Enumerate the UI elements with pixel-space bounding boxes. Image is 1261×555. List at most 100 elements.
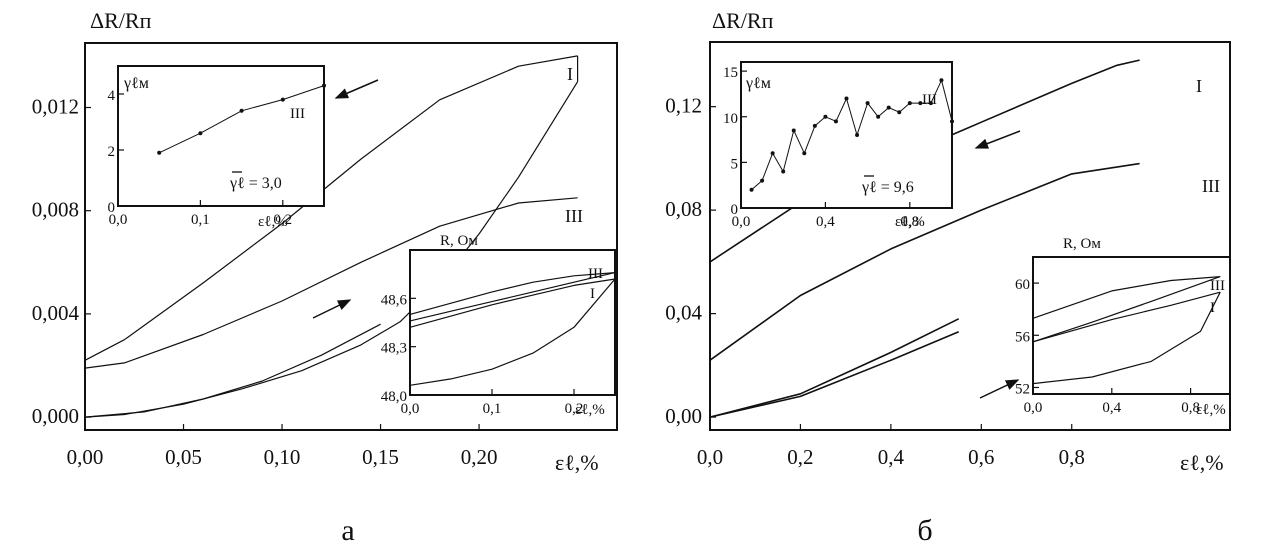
panel-a-x-tick-label: 0,10 (264, 445, 301, 469)
panel-b-main-series-I-0 (709, 318, 960, 418)
panel-a-inset-gamma-label-III: III (290, 106, 305, 122)
panel-a-r-x-tick-label: 0,1 (483, 401, 502, 417)
panel-b-r-y-tick-label: 52 (1015, 381, 1030, 397)
panel-b-gamma-point (918, 101, 923, 106)
panel-a-gamma-point (198, 131, 203, 136)
panel-a-main-series-III-3 (84, 323, 381, 418)
panel-b-gamma-point (844, 96, 849, 101)
panel-a-y-tick-label: 0,012 (32, 95, 79, 119)
panel-a-r-y-tick-label: 48,3 (381, 341, 407, 357)
panel-a-y-tick-label: 0,004 (32, 301, 80, 325)
panel-a-arrow-upper (334, 79, 379, 99)
panel-b-gamma-point (812, 123, 817, 128)
panel-a-gamma-y-tick-label: 2 (108, 144, 116, 160)
panel-b-gamma-y-tick-label: 0 (731, 202, 739, 218)
panel-a-r-series-III-2 (409, 272, 616, 322)
panel-a-inset-gamma-annotation: γℓ = 3,0 (229, 175, 282, 192)
panel-a-inset-gamma-plot: 0,0 0,1 0,2 0 2 4 (108, 83, 326, 228)
panel-a-y-tick-label: 0,000 (32, 404, 79, 428)
panel-a-y-axis-label: ΔR/Rп (90, 8, 152, 33)
panel-b-x-tick-label: 0,2 (787, 445, 813, 469)
panel-b-y-axis-label: ΔR/Rп (712, 8, 774, 33)
panel-b-inset-gamma-frame (740, 61, 953, 209)
panel-b-gamma-point (865, 101, 870, 106)
panel-b-inset-gamma-annotation: γℓ = 9,6 (861, 179, 914, 196)
panel-a-r-series-I-0 (409, 278, 616, 386)
panel-b-gamma-point (760, 178, 765, 183)
panel-b-gamma-point (791, 128, 796, 133)
panel-a-gamma-point (157, 150, 162, 155)
panel-a-x-tick-label: 0,00 (67, 445, 104, 469)
panel-a-label-III: III (565, 206, 583, 226)
panel-a-gamma-point (239, 108, 244, 113)
panel-b-r-series-I-1 (1032, 291, 1221, 343)
panel-b-inset-gamma-plot: 0,0 0,4 0,8 0 5 10 15 (723, 65, 954, 230)
panel-b-gamma-y-tick-label: 5 (731, 156, 739, 172)
panel-b-x-tick-label: 0,8 (1059, 445, 1085, 469)
panel-b-gamma-point (855, 133, 860, 137)
panel-b-r-series-III-3 (1032, 276, 1221, 319)
panel-a-inset-gamma: γℓм εℓ,% γℓ = 3,0 III 0,0 0,1 0,2 0 2 4 (108, 65, 326, 230)
panel-b-gamma-point (928, 101, 933, 106)
panel-b-gamma-y-tick-label: 10 (723, 111, 738, 127)
panel-b-gamma-point (833, 119, 838, 124)
panel-b-r-x-tick-label: 0,4 (1102, 400, 1121, 416)
panel-a-r-series-III-3 (409, 272, 616, 315)
panel-a-r-y-tick-label: 48,0 (381, 389, 407, 405)
panel-b-gamma-x-tick-label: 0,4 (816, 214, 835, 230)
panel-b-inset-r-plot: 0,0 0,4 0,8 52 56 60 (1015, 276, 1221, 416)
panel-a-gamma-x-tick-label: 0,2 (273, 212, 292, 228)
panel-b-gamma-point (802, 151, 807, 156)
panel-b-gamma-point (749, 187, 754, 192)
panel-b-x-tick-label: 0,4 (878, 445, 905, 469)
panel-a: ΔR/Rп εℓ,% а 0,00 0,05 0,10 0,15 0,200,0000,… (32, 8, 618, 547)
panel-b-main-series-III-2 (709, 330, 960, 418)
panel-a-gamma-x-tick-label: 0,0 (109, 212, 128, 228)
panel-b-r-y-tick-label: 56 (1015, 329, 1031, 345)
panel-b-x-axis-label: εℓ,% (1180, 450, 1224, 475)
panel-a-inset-gamma-y-label: γℓм (123, 75, 149, 92)
panel-a-curves (84, 55, 579, 418)
panel-b-inset-gamma: γℓм εℓ,% γℓ = 9,6 III 0,0 0,4 0,8 0 5 10 15 (723, 61, 954, 230)
panel-b-y-tick-label: 0,12 (665, 94, 702, 118)
panel-b-arrow-lower (979, 379, 1020, 399)
panel-a-label-I: I (567, 64, 573, 84)
panel-b-r-x-tick-label: 0,0 (1024, 400, 1043, 416)
panel-b-inset-r-frame (1032, 256, 1231, 395)
panel-b: ΔR/Rп εℓ,% б 0,0 0,2 0,4 0,6 0,80,000,040,08… (665, 8, 1231, 547)
panel-b-arrow-upper (974, 130, 1021, 149)
panel-b-gamma-point (950, 119, 954, 124)
panel-a-letter: а (341, 514, 354, 547)
panel-b-inset-r-label-III: III (1210, 278, 1225, 294)
panel-b-label-I: I (1196, 76, 1202, 96)
panel-b-gamma-x-tick-label: 0,8 (900, 214, 919, 230)
panel-a-main-series-III-4 (84, 197, 578, 369)
panel-b-x-tick-label: 0,0 (697, 445, 723, 469)
panel-b-plot-frame (709, 41, 1231, 431)
panel-a-inset-gamma-frame (117, 65, 325, 207)
panel-a-gamma-x-tick-label: 0,1 (191, 212, 210, 228)
panel-b-gamma-x-tick-label: 0,0 (732, 214, 751, 230)
panel-a-r-x-tick-label: 0,2 (565, 401, 584, 417)
panel-b-inset-gamma-y-label: γℓм (745, 75, 771, 92)
panel-b-label-III: III (1202, 176, 1220, 196)
panel-a-r-series-I-1 (409, 278, 616, 328)
panel-a-gamma-y-tick-label: 0 (108, 200, 116, 216)
panel-b-inset-gamma-label-III: III (922, 92, 937, 108)
panel-b-gamma-point (876, 114, 881, 119)
panel-b-ticks: 0,0 0,2 0,4 0,6 0,80,000,040,080,12 (665, 94, 1085, 469)
panel-a-inset-r: R, Ом εℓ,% III I 0,0 0,1 0,248,048,348,6 (381, 233, 616, 418)
panel-b-gamma-point (897, 110, 902, 115)
panel-a-x-tick-label: 0,15 (362, 445, 399, 469)
panel-b-r-x-tick-label: 0,8 (1181, 400, 1200, 416)
panel-b-r-series-III-2 (1032, 276, 1221, 343)
panel-a-arrow-lower (312, 299, 352, 319)
panel-b-gamma-point (770, 151, 775, 156)
panel-a-inset-r-plot: 0,0 0,1 0,2 48,0 48,3 48,6 (381, 272, 616, 417)
panel-a-x-tick-label: 0,20 (461, 445, 498, 469)
panel-a-x-axis-label: εℓ,% (555, 450, 599, 475)
panel-a-x-tick-label: 0,05 (165, 445, 202, 469)
panel-b-gamma-y-tick-label: 15 (723, 65, 738, 81)
